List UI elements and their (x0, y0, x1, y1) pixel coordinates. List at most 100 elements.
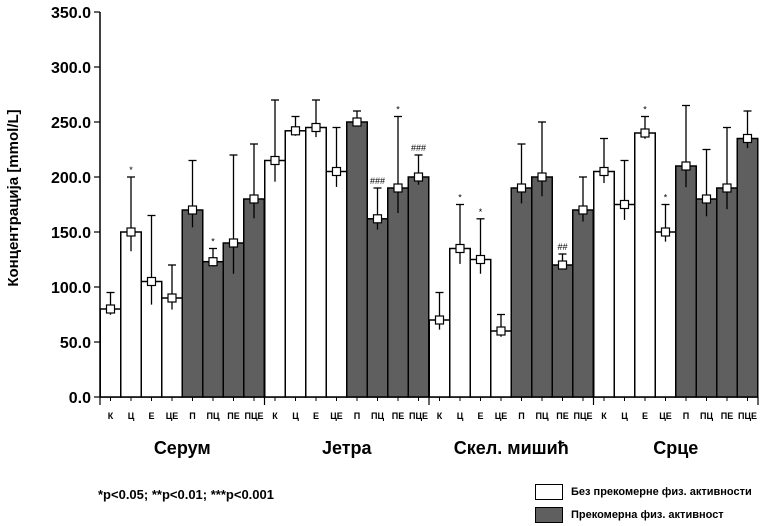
group-label: Серум (154, 438, 211, 458)
x-tick-label: ПЕ (227, 411, 239, 421)
bar (736, 137, 759, 398)
x-tick-label: ПЦЕ (244, 411, 263, 421)
mean-marker (413, 172, 424, 182)
mean-marker (496, 326, 506, 336)
significance-mark: ### (370, 176, 385, 186)
legend-label-white: Без прекомерне физ. активности (571, 485, 752, 498)
x-tick-label: ПЦЕ (573, 411, 592, 421)
significance-mark: * (643, 105, 647, 115)
x-tick-label: ЦЕ (330, 411, 343, 421)
x-tick-label: ПЦ (535, 411, 548, 421)
significance-mark: ## (557, 242, 567, 252)
mean-marker (578, 205, 588, 215)
bar (531, 176, 553, 398)
group-label: Скел. мишић (454, 438, 569, 458)
x-tick-label: ЦЕ (495, 411, 508, 421)
bar (510, 187, 533, 398)
significance-mark: * (664, 193, 668, 203)
bar (99, 308, 122, 398)
mean-marker (228, 238, 239, 248)
bar (469, 258, 492, 398)
mean-marker (352, 117, 362, 127)
bar (243, 198, 265, 398)
y-tick-label: 250.0 (51, 115, 91, 132)
y-tick-label: 100.0 (51, 280, 91, 297)
mean-marker (640, 128, 650, 138)
y-tick-label: 50.0 (60, 335, 91, 352)
mean-marker (557, 260, 568, 270)
mean-marker (290, 126, 301, 136)
x-tick-label: ПЕ (721, 411, 733, 421)
x-tick-label: Ц (621, 411, 628, 421)
y-tick-label: 350.0 (51, 5, 91, 22)
x-tick-label: П (518, 411, 524, 421)
bar (181, 209, 204, 398)
mean-marker (372, 214, 383, 224)
x-tick-label: П (683, 411, 689, 421)
x-tick-label: Е (477, 411, 483, 421)
mean-marker (434, 315, 445, 325)
bar (407, 176, 430, 398)
significance-mark: * (211, 237, 215, 247)
bar (387, 187, 409, 398)
bar (305, 126, 327, 398)
x-tick-label: П (189, 411, 195, 421)
mean-marker (701, 194, 712, 204)
legend-item-dark: Прекомерна физ. активност (535, 503, 752, 526)
bar (428, 319, 451, 398)
x-tick-label: П (354, 411, 360, 421)
bar (325, 170, 348, 398)
significance-mark: * (129, 165, 133, 175)
bar (695, 198, 718, 398)
legend-swatch-dark (535, 506, 563, 523)
x-tick-label: ПЦ (371, 411, 384, 421)
x-tick-label: Е (642, 411, 648, 421)
y-tick-label: 150.0 (51, 225, 91, 242)
significance-mark: * (396, 105, 400, 115)
bar (284, 130, 307, 398)
bar (654, 231, 677, 398)
mean-marker (331, 166, 342, 177)
x-tick-label: ПЕ (556, 411, 568, 421)
bar (346, 121, 368, 398)
x-tick-label: К (272, 411, 278, 421)
x-tick-label: Ц (128, 411, 135, 421)
mean-marker (619, 199, 630, 210)
bar (366, 218, 389, 398)
x-tick-label: ЦЕ (166, 411, 179, 421)
mean-marker (537, 172, 547, 182)
significance-footnote: *p<0.05; **p<0.01; ***p<0.001 (98, 487, 274, 502)
legend: Без прекомерне физ. активности Прекомерн… (535, 480, 752, 526)
significance-mark: * (458, 193, 462, 203)
bar (572, 209, 594, 398)
significance-mark: ### (411, 143, 426, 153)
bar (634, 132, 656, 398)
x-tick-label: ПЕ (392, 411, 404, 421)
mean-marker (311, 122, 321, 133)
mean-marker (722, 183, 732, 193)
legend-item-white: Без прекомерне физ. активности (535, 480, 752, 503)
mean-marker (270, 155, 280, 166)
mean-marker (208, 257, 218, 267)
mean-marker (187, 205, 198, 215)
mean-marker (393, 183, 403, 193)
y-tick-label: 0.0 (69, 390, 91, 407)
mean-marker (455, 243, 465, 254)
group-label: Јетра (322, 438, 373, 458)
bar-chart: Концентрација [mmol/L] 0.0 50.0 100.0 150.0… (5, 5, 759, 458)
mean-marker (105, 304, 116, 314)
mean-marker (599, 166, 609, 177)
bar (120, 231, 142, 398)
legend-label-dark: Прекомерна физ. активност (571, 508, 724, 521)
mean-marker (681, 161, 691, 171)
x-tick-label: К (108, 411, 114, 421)
bar (490, 330, 512, 398)
x-tick-label: ПЦЕ (738, 411, 757, 421)
mean-marker (660, 227, 671, 237)
x-tick-label: Ц (457, 411, 464, 421)
x-tick-label: ПЦЕ (409, 411, 428, 421)
y-axis-title: Концентрација [mmol/L] (5, 109, 22, 286)
mean-marker (475, 254, 486, 265)
x-tick-label: К (437, 411, 443, 421)
x-tick-label: ПЦ (700, 411, 713, 421)
